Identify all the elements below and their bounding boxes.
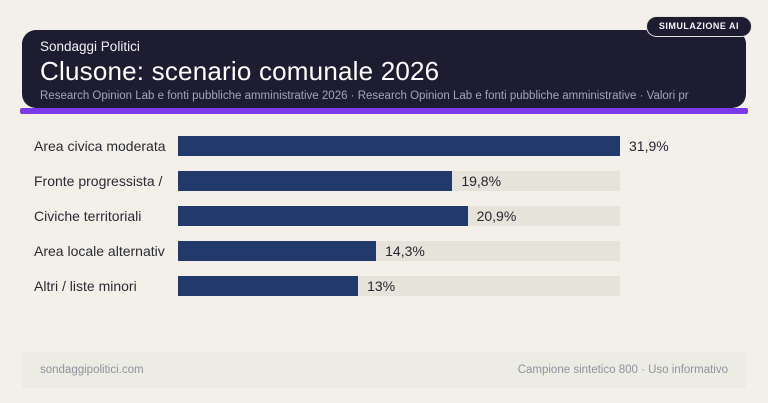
value-label: 31,9% (629, 138, 669, 154)
chart-row: Area locale alternativ 14,3% (34, 241, 620, 261)
bar-track: 20,9% (178, 206, 620, 226)
chart-row: Altri / liste minori 13% (34, 276, 620, 296)
bar (178, 206, 468, 226)
category-label: Fronte progressista / (34, 173, 163, 189)
simulation-badge: SIMULAZIONE AI (645, 16, 752, 37)
footer-note: Campione sintetico 800 · Uso informativo (517, 364, 728, 376)
value-label: 13% (367, 278, 396, 294)
category-label: Area locale alternativ (34, 243, 165, 259)
brand-kicker: Sondaggi Politici (40, 39, 140, 54)
value-label: 14,3% (385, 243, 425, 259)
footer-band: sondaggipolitici.com Campione sintetico … (22, 352, 746, 388)
category-label: Altri / liste minori (34, 278, 137, 294)
bar (178, 276, 359, 296)
bar-track: 31,9% (178, 136, 669, 156)
chart-row: Area civica moderata 31,9% (34, 136, 669, 156)
value-label: 19,8% (461, 173, 502, 189)
bar (178, 136, 620, 156)
category-label: Area civica moderata (34, 138, 166, 154)
bar (178, 171, 453, 191)
chart-row: Civiche territoriali 20,9% (34, 206, 620, 226)
bar-track: 19,8% (178, 171, 620, 191)
bar-track: 13% (178, 276, 620, 296)
bar-track: 14,3% (178, 241, 620, 261)
bar (178, 241, 377, 261)
accent-line (20, 108, 748, 114)
header-card: Sondaggi Politici Clusone: scenario comu… (22, 30, 746, 108)
value-label: 20,9% (476, 208, 517, 224)
bar-chart: Area civica moderata 31,9% Fronte progress… (34, 136, 669, 296)
category-label: Civiche territoriali (34, 208, 142, 224)
footer-site: sondaggipolitici.com (40, 364, 144, 376)
page-title: Clusone: scenario comunale 2026 (40, 56, 440, 86)
chart-row: Fronte progressista / 19,8% (34, 171, 620, 191)
subtitle: Research Opinion Lab e fonti pubbliche a… (40, 90, 689, 102)
